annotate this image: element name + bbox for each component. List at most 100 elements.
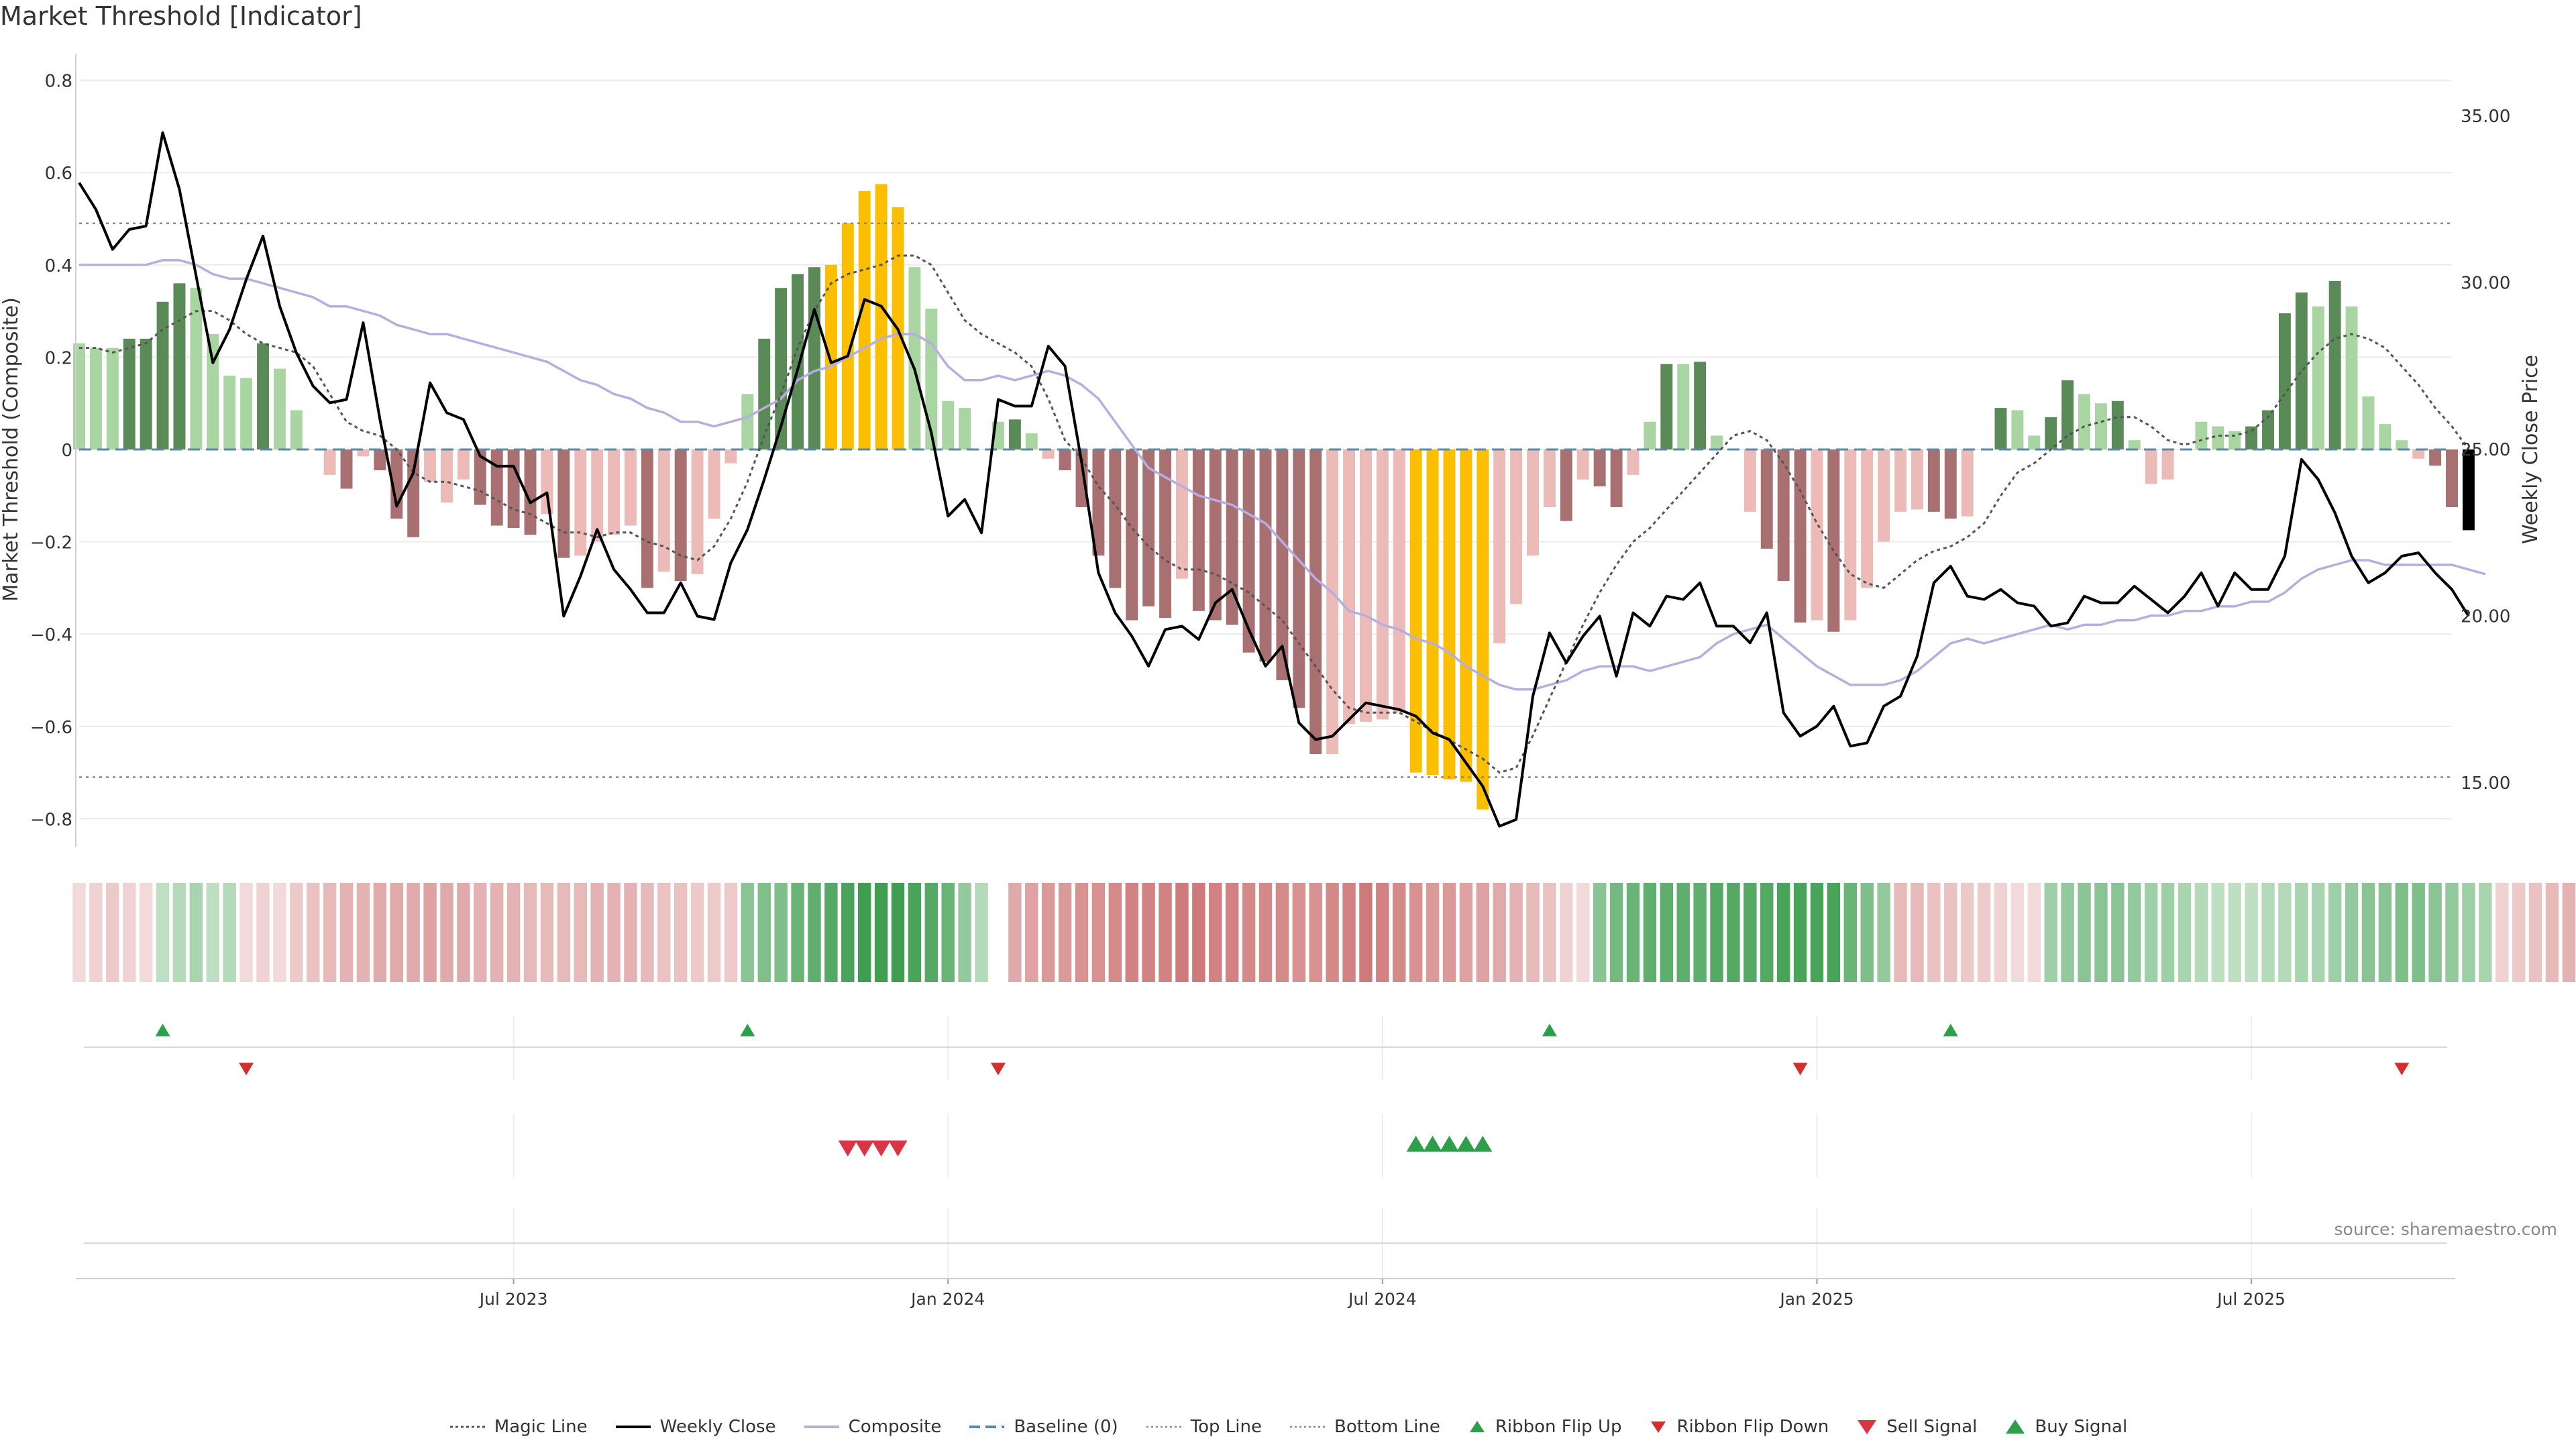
ribbon-cell: [2078, 883, 2091, 982]
composite-bar: [1527, 449, 1540, 556]
signal-panels: [76, 1024, 2455, 1279]
y-tick-label: −0.2: [30, 533, 72, 553]
ribbon-cell: [2462, 883, 2475, 982]
ribbon-cell: [774, 883, 788, 982]
ribbon-cell: [423, 883, 437, 982]
source-credit: source: sharemaestro.com: [2334, 1220, 2558, 1239]
ribbon-cell: [1175, 883, 1189, 982]
composite-bar: [1844, 449, 1857, 621]
x-tick-label: Jul 2024: [1347, 1289, 1417, 1309]
chart-lines: [78, 131, 2486, 828]
legend-item-buy-signal: Buy Signal: [2004, 1417, 2127, 1437]
ribbon-cell: [574, 883, 587, 982]
composite-bar: [1543, 449, 1556, 507]
ribbon-cell: [2496, 883, 2509, 982]
composite-bar: [2278, 313, 2291, 449]
ribbon-cell: [1526, 883, 1540, 982]
baseline-swatch: [969, 1426, 1005, 1428]
ribbon-cell: [2562, 883, 2576, 982]
ribbon-cell: [540, 883, 554, 982]
triangle-down-icon: [1858, 1420, 1877, 1434]
legend-label: Ribbon Flip Up: [1495, 1417, 1622, 1437]
composite-bar: [407, 449, 420, 537]
composite-bar: [1109, 449, 1122, 588]
ribbon-cell: [1476, 883, 1490, 982]
composite-bar: [1944, 449, 1957, 519]
ribbon-cell: [1359, 883, 1373, 982]
composite-bar: [1460, 449, 1472, 782]
y2-tick-label: 25.00: [2461, 440, 2510, 460]
ribbon-cell: [1225, 883, 1239, 982]
composite-bar: [674, 449, 687, 582]
ribbon-cell: [1626, 883, 1640, 982]
composite-bar: [1008, 419, 1021, 449]
composite-bar: [190, 288, 203, 449]
composite-bar: [1326, 449, 1339, 755]
composite-bar: [591, 449, 604, 542]
y-tick-label: −0.6: [30, 718, 72, 738]
ribbon-cell: [1676, 883, 1690, 982]
composite-bar: [2145, 449, 2157, 484]
composite-bar: [240, 378, 253, 449]
composite-bar: [741, 394, 754, 449]
composite-bar: [156, 301, 169, 449]
x-tick-label: Jul 2025: [2216, 1289, 2286, 1309]
ribbon-cell: [2245, 883, 2258, 982]
ribbon-cell: [941, 883, 955, 982]
ribbon-cell: [2479, 883, 2492, 982]
composite-bar: [1175, 449, 1188, 579]
ribbon-cell: [2044, 883, 2057, 982]
ribbon-cell: [2144, 883, 2158, 982]
composite-bar: [1159, 449, 1172, 619]
ribbon-cell: [339, 883, 354, 982]
composite-bar: [1443, 449, 1456, 780]
composite-bar: [2195, 421, 2208, 449]
ribbon-cell: [557, 883, 571, 982]
y-tick-label: 0.4: [45, 256, 72, 276]
composite-bar: [541, 449, 553, 515]
composite-bar: [424, 449, 437, 482]
y-tick-label: 0.6: [45, 164, 72, 184]
ribbon-cell: [2027, 883, 2041, 982]
composite-bar: [2429, 449, 2442, 466]
composite-bar: [1677, 364, 1690, 449]
legend-label: Ribbon Flip Down: [1676, 1417, 1829, 1437]
composite-bar: [2412, 449, 2425, 459]
ribbon-cell: [72, 883, 86, 982]
ribbon-cell: [89, 883, 103, 982]
ribbon-cell: [457, 883, 470, 982]
ribbon-cell: [2061, 883, 2074, 982]
legend-label: Bottom Line: [1334, 1417, 1440, 1437]
composite-bar: [1644, 421, 1656, 449]
composite-bar: [1610, 449, 1623, 507]
composite-bar: [574, 449, 587, 556]
ribbon-cell: [1075, 883, 1089, 982]
composite-bar: [875, 184, 888, 449]
composite-bar: [257, 343, 269, 449]
composite-bar: [808, 267, 820, 449]
composite-bar: [792, 274, 804, 449]
ribbon-cell: [1793, 883, 1807, 982]
legend: Magic Line Weekly Close Composite Baseli…: [0, 1417, 2576, 1437]
composite-bar: [1827, 449, 1840, 632]
triangle-up-icon: [2006, 1419, 2025, 1434]
ribbon-cell: [1509, 883, 1523, 982]
ribbon-cell: [1560, 883, 1573, 982]
ribbon-cell: [1459, 883, 1473, 982]
composite-bar: [2295, 292, 2308, 449]
ribbon-cell: [607, 883, 621, 982]
composite-bar: [2011, 410, 2024, 449]
ribbon-cell: [1576, 883, 1590, 982]
sell-signal-marker: [855, 1140, 874, 1157]
composite-bar: [2312, 306, 2324, 449]
composite-bar: [858, 191, 871, 449]
ribbon-cell: [1393, 883, 1406, 982]
ribbon-cell: [2295, 883, 2308, 982]
chart-title: Market Threshold [Indicator]: [0, 1, 362, 31]
ribbon-cell: [1776, 883, 1790, 982]
ribbon-cell: [1860, 883, 1874, 982]
ribbon-cell: [1209, 883, 1222, 982]
ribbon-cell: [2261, 883, 2275, 982]
ribbon-cell: [1025, 883, 1038, 982]
ribbon-cell: [1894, 883, 1907, 982]
